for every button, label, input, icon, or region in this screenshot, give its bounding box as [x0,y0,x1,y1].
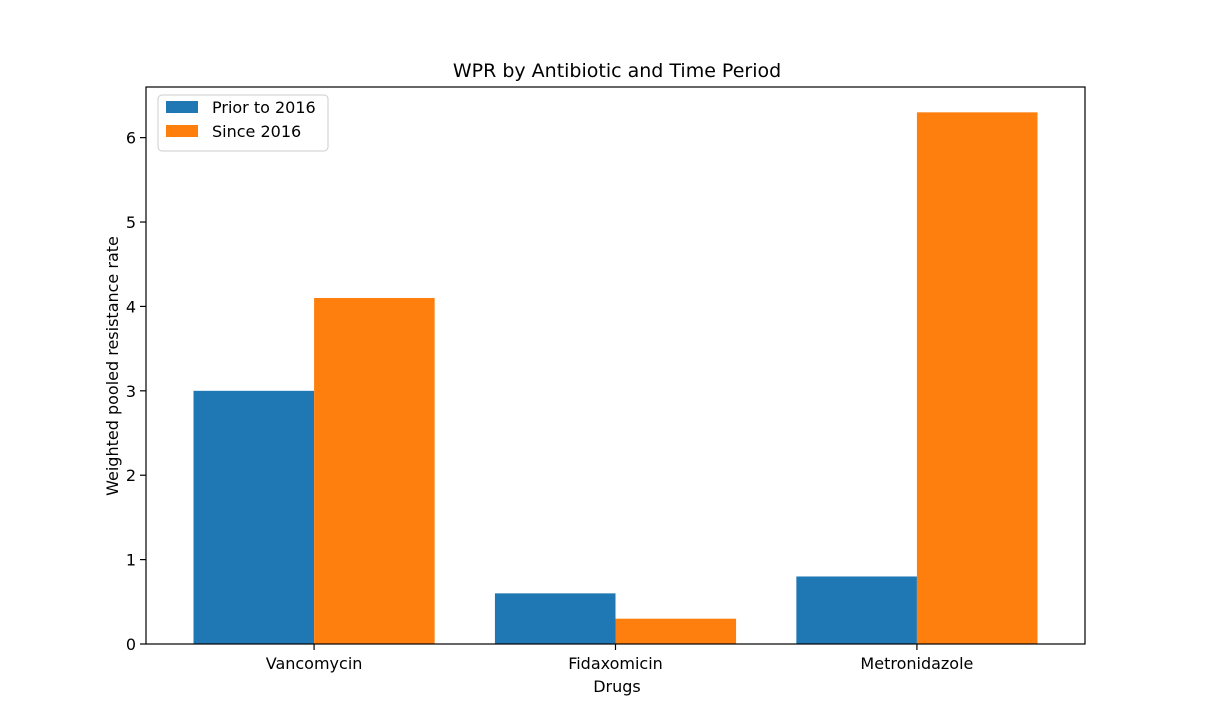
y-tick-label: 3 [126,382,136,401]
x-axis: Vancomycin Fidaxomicin Metronidazole [266,644,973,673]
chart-title: WPR by Antibiotic and Time Period [453,60,781,82]
y-tick-label: 6 [126,129,136,148]
y-axis: 0 1 2 3 4 5 6 [126,129,146,654]
y-tick-label: 0 [126,635,136,654]
y-tick-label: 2 [126,466,136,485]
plot-frame [145,86,1086,645]
y-tick-label: 5 [126,213,136,232]
y-axis-title: Weighted pooled resistance rate [103,236,122,496]
x-axis-title: Drugs [593,677,641,696]
legend-label-since: Since 2016 [212,122,301,141]
x-tick-label: Fidaxomicin [568,654,663,673]
bar-fidaxomicin-prior [494,593,616,644]
y-tick-label: 1 [126,551,136,570]
x-tick-label: Metronidazole [860,654,973,673]
bar-metronidazole-since [916,112,1038,644]
legend-swatch-prior [166,101,198,113]
x-tick-label: Vancomycin [266,654,363,673]
bar-vancomycin-prior [193,390,315,644]
bars-layer [193,112,1038,644]
legend-label-prior: Prior to 2016 [212,98,316,117]
bar-fidaxomicin-since [615,618,737,644]
y-tick-label: 4 [126,297,136,316]
legend-swatch-since [166,125,198,137]
legend: Prior to 2016 Since 2016 [157,94,329,152]
bar-vancomycin-since [314,297,435,644]
bar-metronidazole-prior [796,576,917,644]
legend-box [157,94,329,152]
